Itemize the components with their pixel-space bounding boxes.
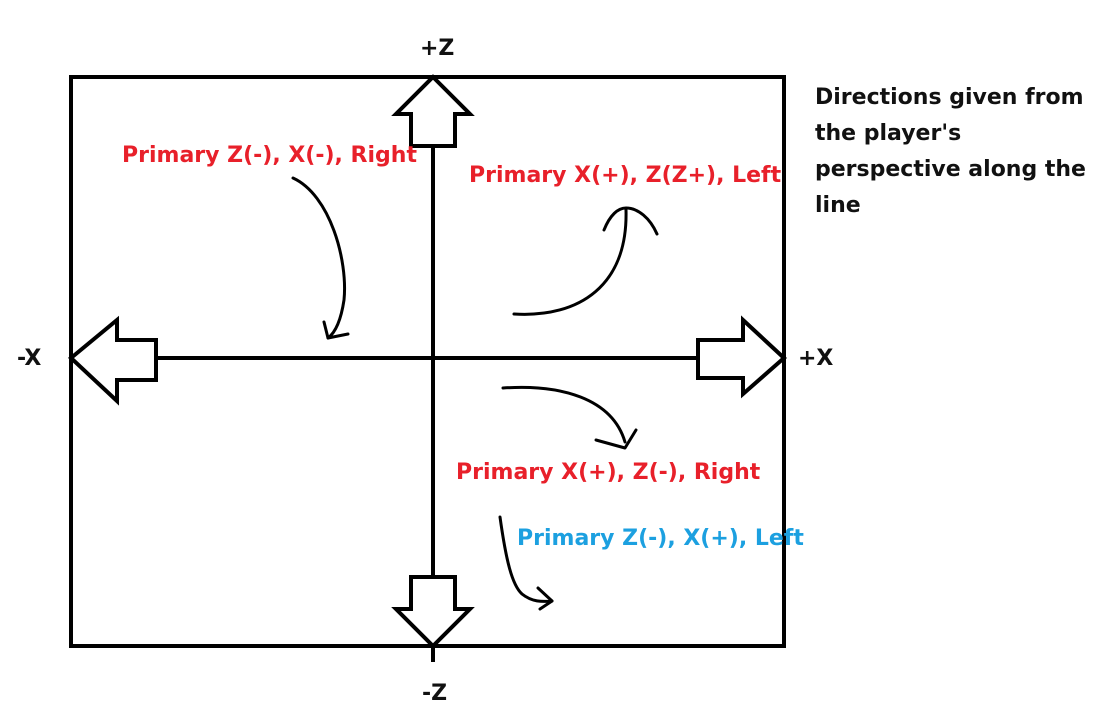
plus-x-arrow-icon xyxy=(696,315,787,399)
axis-label-plus-z: +Z xyxy=(420,36,455,61)
annotation-top-right: Primary X(+), Z(Z+), Left xyxy=(469,163,782,188)
curve-arrow-bottom-icon xyxy=(498,515,554,611)
annotation-bottom-right-red: Primary X(+), Z(-), Right xyxy=(456,460,761,485)
axis-label-minus-z: -Z xyxy=(422,681,448,706)
axis-label-plus-x: +X xyxy=(798,346,834,371)
curve-arrow-top-left-icon xyxy=(291,176,350,340)
curve-arrow-center-right-icon xyxy=(501,385,638,450)
minus-z-arrow-icon xyxy=(391,575,475,649)
curve-arrow-top-right-icon xyxy=(512,206,659,316)
frame-box xyxy=(69,75,786,648)
axis-label-minus-x: -X xyxy=(17,346,42,371)
annotation-top-left: Primary Z(-), X(-), Right xyxy=(122,143,417,168)
minus-x-arrow-icon xyxy=(67,315,158,406)
plus-z-arrow-icon xyxy=(391,74,475,148)
perspective-note: Directions given from the player's persp… xyxy=(815,85,1086,218)
annotation-bottom-right-blue: Primary Z(-), X(+), Left xyxy=(517,526,804,551)
